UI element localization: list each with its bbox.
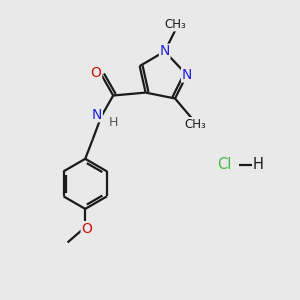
Text: CH₃: CH₃ bbox=[185, 118, 206, 130]
Text: H: H bbox=[109, 116, 119, 129]
Text: O: O bbox=[81, 222, 92, 236]
Text: O: O bbox=[91, 66, 102, 80]
Text: N: N bbox=[92, 108, 102, 122]
Text: H: H bbox=[253, 157, 264, 172]
Text: CH₃: CH₃ bbox=[164, 18, 186, 31]
Text: N: N bbox=[160, 44, 170, 58]
Text: Cl: Cl bbox=[217, 157, 231, 172]
Text: N: N bbox=[182, 68, 192, 82]
